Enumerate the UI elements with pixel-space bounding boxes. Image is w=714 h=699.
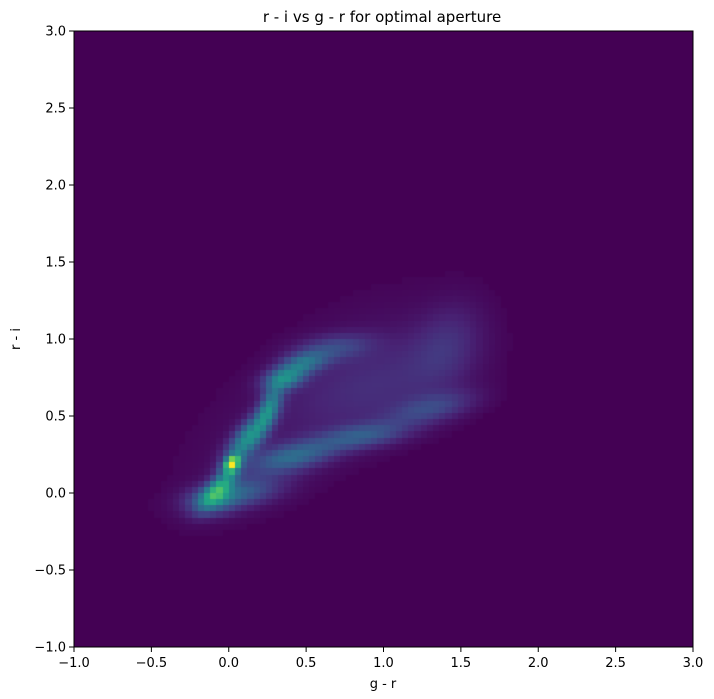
x-tick-label: 1.5 bbox=[451, 656, 472, 671]
x-axis: −1.0 −0.5 0.0 0.5 1.0 1.5 2.0 2.5 3.0 bbox=[58, 647, 703, 671]
x-tick-label: 0.0 bbox=[218, 656, 239, 671]
y-tick-label: 0.0 bbox=[45, 487, 66, 502]
chart-title: r - i vs g - r for optimal aperture bbox=[263, 8, 501, 26]
x-tick-label: 3.0 bbox=[683, 656, 704, 671]
y-tick-label: 2.0 bbox=[45, 179, 66, 194]
x-tick-label: −1.0 bbox=[58, 656, 90, 671]
x-tick-label: 2.0 bbox=[528, 656, 549, 671]
y-tick-label: 3.0 bbox=[45, 25, 66, 40]
y-tick-label: 2.5 bbox=[45, 102, 66, 117]
x-tick-label: 0.5 bbox=[296, 656, 317, 671]
y-tick-label: −0.5 bbox=[34, 564, 66, 579]
y-axis: −1.0 −0.5 0.0 0.5 1.0 1.5 2.0 2.5 3.0 bbox=[34, 25, 74, 656]
x-axis-label: g - r bbox=[370, 677, 397, 692]
y-axis-label: r - i bbox=[9, 328, 24, 350]
x-tick-label: 2.5 bbox=[605, 656, 626, 671]
x-tick-label: −0.5 bbox=[136, 656, 168, 671]
y-tick-label: 0.5 bbox=[45, 410, 66, 425]
plot-area bbox=[73, 30, 694, 648]
x-tick-label: 1.0 bbox=[373, 656, 394, 671]
y-tick-label: −1.0 bbox=[34, 641, 66, 656]
y-tick-label: 1.5 bbox=[45, 256, 66, 271]
heatmap-density-image bbox=[74, 31, 693, 647]
y-tick-label: 1.0 bbox=[45, 333, 66, 348]
